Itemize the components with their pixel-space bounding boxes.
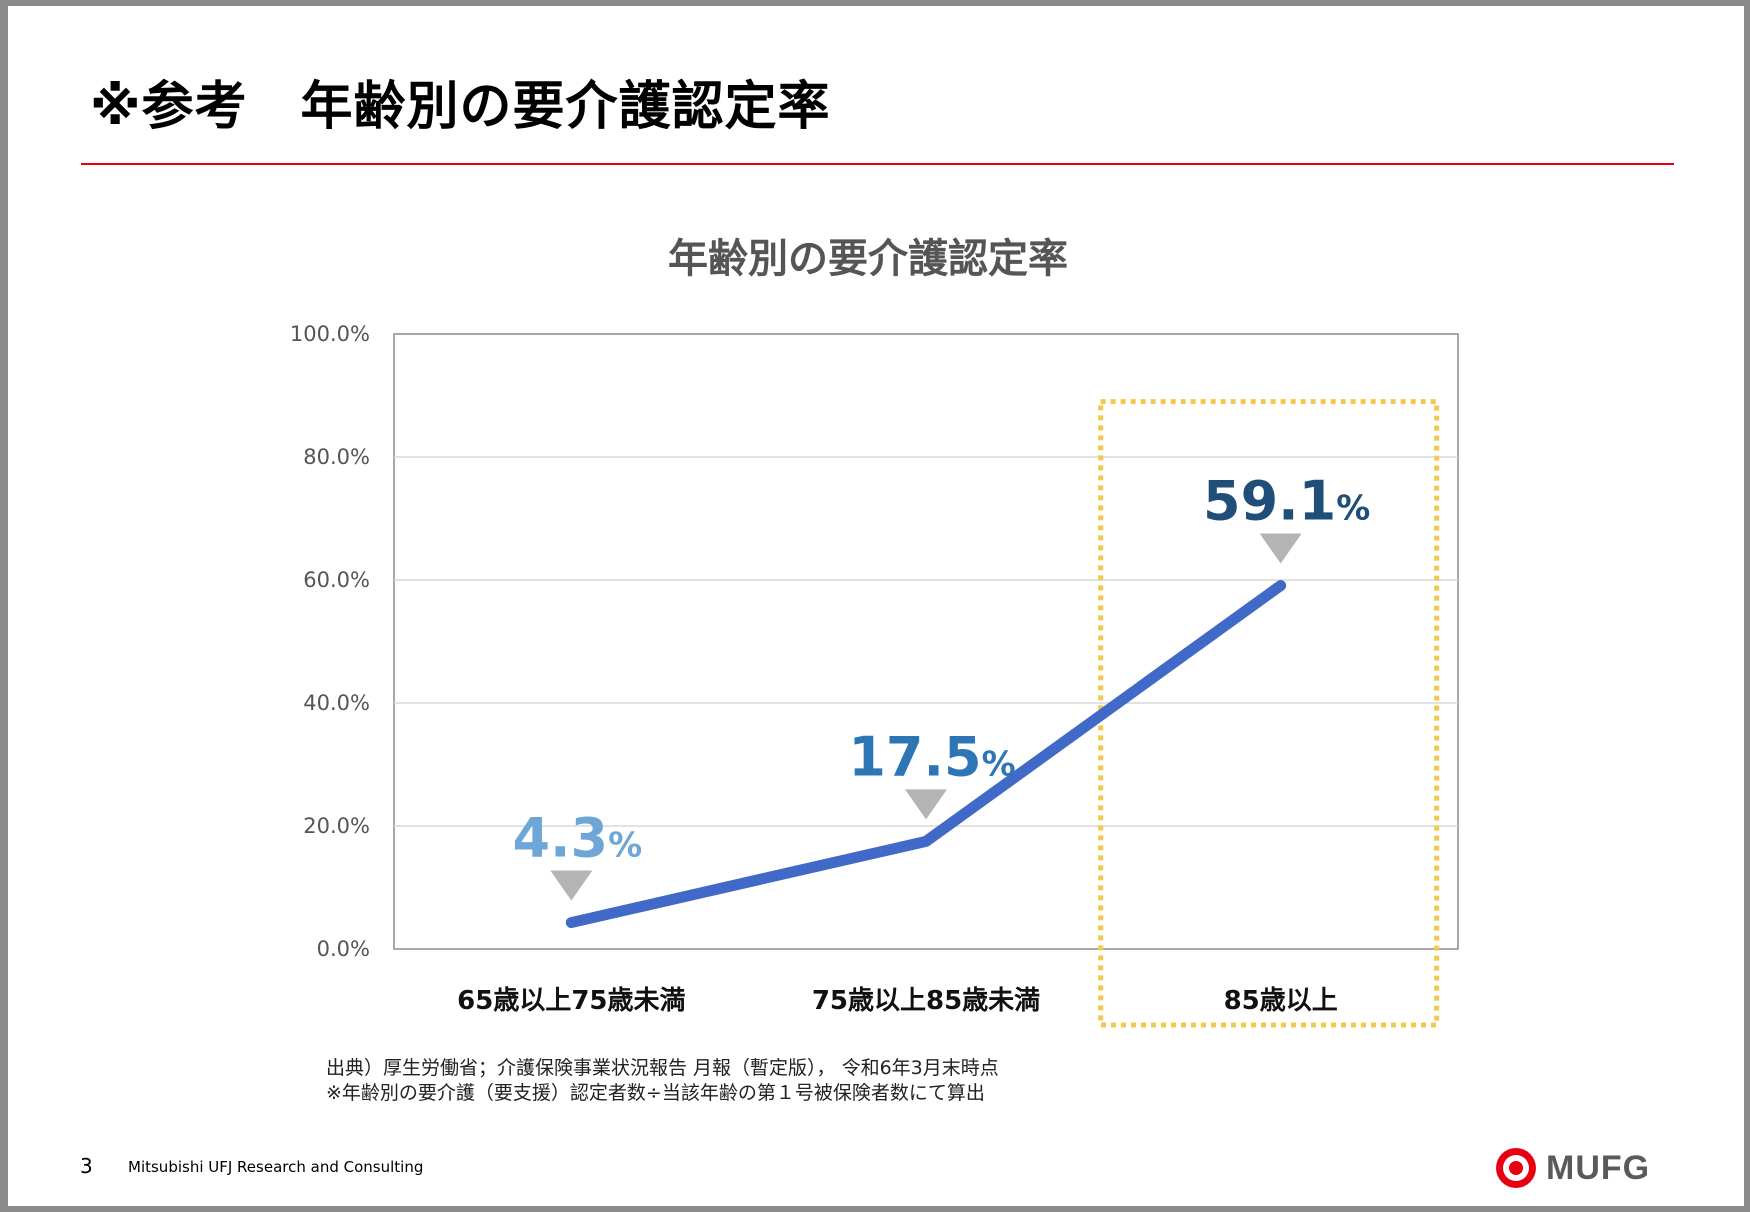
x-tick-label: 65歳以上75歳未満 — [457, 986, 685, 1016]
slide: ※参考 年齢別の要介護認定率 年齢別の要介護認定率 0.0% 20.0% 40.0%… — [8, 6, 1744, 1206]
chart-title: 年齢別の要介護認定率 — [668, 236, 1068, 282]
series-group — [565, 580, 1287, 929]
data-label-value: 4.3 — [512, 807, 608, 870]
slide-title: ※参考 年齢別の要介護認定率 — [90, 77, 831, 137]
mufg-logo-text: MUFG — [1546, 1148, 1651, 1187]
data-label: 59.1% — [1203, 470, 1370, 533]
data-label-unit: % — [1336, 489, 1370, 529]
data-point-marker — [1259, 533, 1302, 564]
data-labels: 4.3%17.5%59.1% — [512, 470, 1370, 901]
company-name: Mitsubishi UFJ Research and Consulting — [128, 1158, 424, 1176]
plot-area-frame — [393, 333, 1459, 950]
x-tick-label: 85歳以上 — [1224, 986, 1338, 1016]
method-note: ※年齢別の要介護（要支援）認定者数÷当該年齢の第１号被保険者数にて算出 — [326, 1082, 985, 1104]
y-axis-ticks: 0.0% 20.0% 40.0% 60.0% 80.0% 100.0% — [290, 322, 370, 961]
y-tick-label: 0.0% — [317, 937, 370, 961]
mufg-logo: MUFG — [1496, 1146, 1650, 1190]
source-note: 出典）厚生労働省；介護保険事業状況報告 月報（暫定版）， 令和6年3月末時点 — [326, 1057, 999, 1079]
data-point-marker — [905, 789, 947, 820]
data-label-value: 17.5 — [848, 725, 981, 788]
line-chart: 年齢別の要介護認定率 0.0% 20.0% 40.0% 60.0% 80.0% 100.0… — [290, 236, 1459, 1028]
chart-grid — [393, 333, 1459, 950]
source-notes: 出典）厚生労働省；介護保険事業状況報告 月報（暫定版）， 令和6年3月末時点 ※… — [326, 1056, 999, 1106]
mufg-logo-mark-icon — [1496, 1148, 1536, 1188]
y-tick-label: 60.0% — [303, 568, 370, 592]
series-line — [565, 580, 1287, 929]
page-number: 3 — [80, 1154, 93, 1178]
y-tick-label: 100.0% — [290, 322, 370, 346]
data-label-value: 59.1 — [1203, 470, 1336, 533]
title-rule — [81, 163, 1674, 165]
data-label-unit: % — [982, 744, 1016, 784]
x-tick-label: 75歳以上85歳未満 — [812, 986, 1040, 1016]
y-tick-label: 40.0% — [303, 691, 370, 715]
data-label: 4.3% — [512, 807, 642, 870]
data-label: 17.5% — [848, 725, 1015, 788]
x-axis-ticks: 65歳以上75歳未満 75歳以上85歳未満 85歳以上 — [457, 986, 1338, 1016]
data-point-marker — [550, 870, 593, 901]
y-tick-label: 20.0% — [303, 814, 370, 838]
y-tick-label: 80.0% — [303, 445, 370, 469]
data-label-unit: % — [608, 826, 642, 866]
